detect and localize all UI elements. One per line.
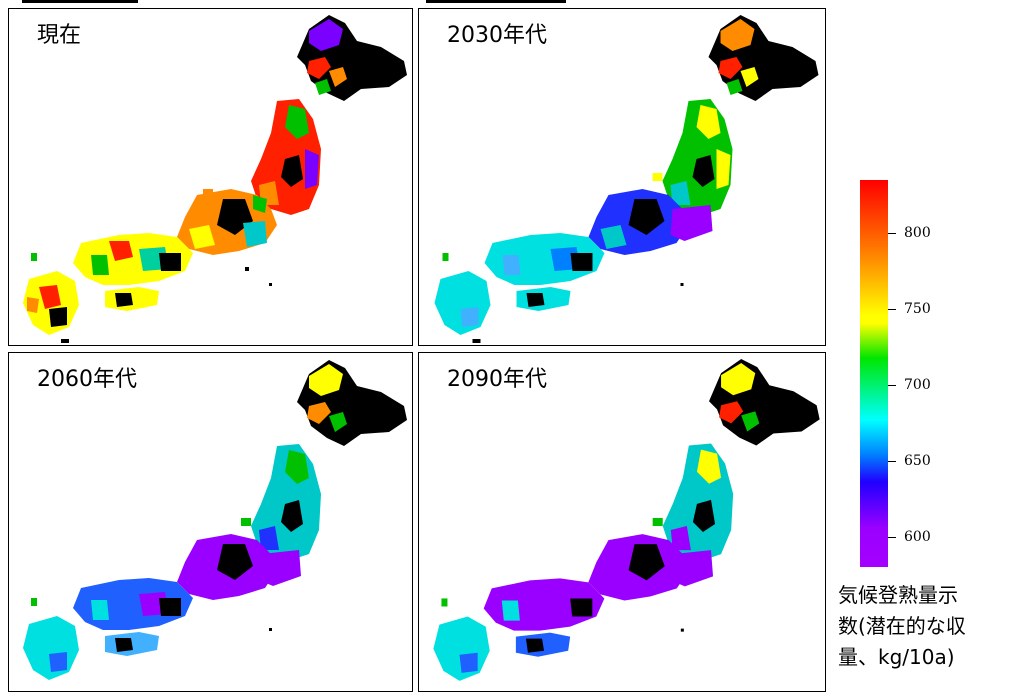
honshu-north	[662, 99, 733, 215]
honshu-central	[177, 534, 301, 600]
kyushu	[23, 271, 79, 335]
legend-title-line-2: 数(潜在的な収	[838, 614, 966, 638]
legend-tick-800	[888, 233, 896, 234]
honshu-north	[251, 444, 321, 560]
color-scale-bar	[860, 180, 888, 567]
japan-map-present	[23, 15, 407, 343]
shikoku	[516, 287, 571, 311]
map-panel-2030: 2030年代	[418, 8, 826, 346]
legend-tick-label-800: 800	[904, 225, 931, 241]
legend-tick-600	[888, 537, 896, 538]
shikoku	[105, 287, 159, 311]
legend-title-line-1: 気候登熟量示	[838, 583, 958, 607]
legend-title-line-3: 量、kg/10a)	[838, 645, 955, 669]
legend-tick-label-700: 700	[904, 377, 931, 393]
japan-map-2090	[433, 359, 820, 681]
honshu-west	[484, 233, 605, 285]
map-panel-present: 現在	[8, 8, 413, 346]
hokkaido	[297, 360, 407, 446]
top-bar-left	[22, 0, 138, 3]
kyushu	[434, 271, 491, 335]
honshu-west	[73, 578, 193, 630]
honshu-central	[588, 189, 713, 255]
hokkaido	[708, 15, 819, 101]
honshu-central	[177, 189, 277, 255]
panel-label-2090: 2090年代	[441, 367, 553, 393]
legend-tick-label-600: 600	[904, 529, 931, 545]
map-panel-2090: 2090年代	[418, 352, 826, 692]
japan-map-2060	[23, 360, 407, 680]
hokkaido	[297, 15, 407, 101]
legend-tick-750	[888, 309, 896, 310]
honshu-north	[662, 443, 734, 561]
honshu-west	[483, 578, 605, 631]
kyushu	[433, 616, 490, 681]
honshu-west	[73, 233, 193, 285]
legend-tick-650	[888, 461, 896, 462]
map-panel-2060: 2060年代	[8, 352, 413, 692]
legend-tick-label-750: 750	[904, 301, 931, 317]
panel-label-2060: 2060年代	[31, 367, 143, 393]
panel-label-present: 現在	[31, 23, 88, 49]
panel-label-2030: 2030年代	[441, 23, 553, 49]
legend-tick-700	[888, 385, 896, 386]
legend-tick-label-650: 650	[904, 453, 931, 469]
honshu-north	[251, 99, 321, 215]
legend-title: 気候登熟量示 数(潜在的な収 量、kg/10a)	[838, 580, 1023, 673]
top-bar-right	[426, 0, 566, 3]
kyushu	[23, 616, 79, 680]
japan-map-2030	[434, 15, 819, 343]
shikoku	[105, 632, 159, 656]
honshu-central	[588, 534, 714, 601]
shikoku	[515, 632, 571, 657]
hokkaido	[709, 359, 820, 446]
